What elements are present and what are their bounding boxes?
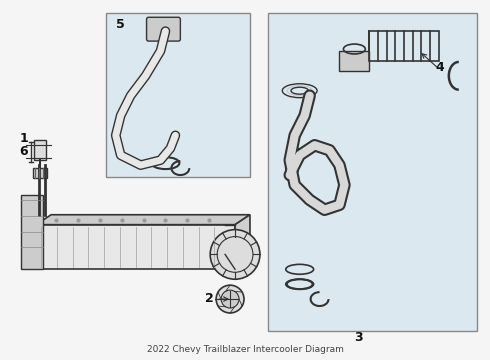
Polygon shape <box>36 225 235 269</box>
FancyBboxPatch shape <box>147 17 180 41</box>
FancyBboxPatch shape <box>106 13 250 177</box>
Circle shape <box>216 285 244 313</box>
Bar <box>33 168 47 178</box>
Text: 2022 Chevy Trailblazer Intercooler Diagram: 2022 Chevy Trailblazer Intercooler Diagr… <box>147 345 343 354</box>
Circle shape <box>210 230 260 279</box>
Bar <box>21 195 43 269</box>
Polygon shape <box>235 215 250 269</box>
Bar <box>369 31 439 61</box>
Text: 4: 4 <box>436 61 444 74</box>
Text: 3: 3 <box>354 331 363 344</box>
Circle shape <box>221 290 239 308</box>
FancyBboxPatch shape <box>268 13 477 331</box>
Polygon shape <box>36 215 250 225</box>
Text: 5: 5 <box>116 18 124 31</box>
Text: 2: 2 <box>205 292 214 305</box>
Text: 6: 6 <box>19 145 28 158</box>
Text: 1: 1 <box>19 132 28 145</box>
Bar <box>34 140 46 160</box>
Bar <box>340 51 369 71</box>
